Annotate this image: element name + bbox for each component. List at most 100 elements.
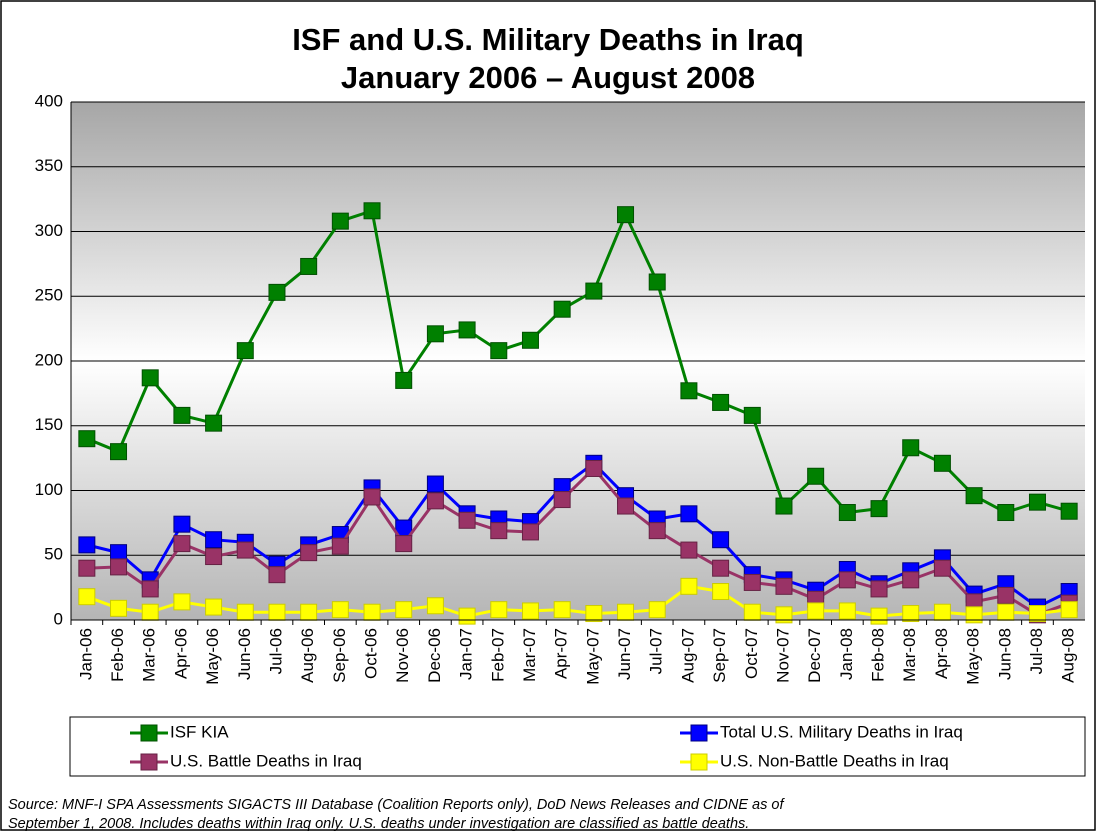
data-point [268,283,286,301]
legend-label: ISF KIA [170,722,229,741]
data-point [775,577,793,595]
x-tick-label: Mar-08 [900,628,919,682]
x-tick-label: Dec-06 [425,628,444,683]
data-point [78,588,96,606]
data-point [712,583,730,601]
data-point [743,603,761,621]
y-tick-label: 300 [35,221,63,240]
y-tick-label: 50 [44,545,63,564]
x-tick-label: Apr-08 [932,628,951,679]
x-tick-label: Nov-07 [773,628,792,683]
data-point [110,443,128,461]
x-tick-label: Oct-06 [362,628,381,679]
x-tick-label: May-07 [583,628,602,685]
data-point [173,515,191,533]
data-point [648,273,666,291]
data-point [807,602,825,620]
x-tick-label: Aug-07 [678,628,697,683]
x-tick-label: Nov-06 [393,628,412,683]
y-tick-label: 250 [35,286,63,305]
data-point [521,523,539,541]
data-point [553,491,571,509]
x-tick-label: Jun-07 [615,628,634,680]
legend-label: U.S. Battle Deaths in Iraq [170,751,362,770]
x-tick-label: Mar-06 [140,628,159,682]
data-point [712,559,730,577]
data-point [205,531,223,549]
data-point [78,559,96,577]
x-tick-label: Oct-07 [742,628,761,679]
data-point [743,406,761,424]
data-point [870,580,888,598]
data-point [902,605,920,623]
x-tick-label: May-08 [964,628,983,685]
data-point [743,573,761,591]
x-tick-label: Jul-06 [266,628,285,674]
x-tick-label: Sep-07 [710,628,729,683]
data-point [300,544,318,562]
data-point [173,406,191,424]
x-tick-label: Jul-08 [1027,628,1046,674]
data-point [807,467,825,485]
legend-marker [690,753,708,771]
source-note: September 1, 2008. Includes deaths withi… [8,816,749,831]
data-point [521,331,539,349]
x-tick-label: Dec-07 [805,628,824,683]
data-point [205,548,223,566]
data-point [965,487,983,505]
data-point [236,603,254,621]
y-tick-label: 200 [35,350,63,369]
x-tick-label: Jan-08 [837,628,856,680]
data-point [363,603,381,621]
data-point [997,504,1015,522]
data-point [870,607,888,625]
data-point [331,212,349,230]
data-point [173,593,191,611]
data-point [933,603,951,621]
data-point [110,599,128,617]
series-line [86,208,1070,515]
x-tick-label: May-06 [203,628,222,685]
data-point [110,558,128,576]
data-point [521,602,539,620]
legend-label: U.S. Non-Battle Deaths in Iraq [720,751,949,770]
data-point [712,393,730,411]
data-point [458,321,476,339]
data-point [490,342,508,360]
data-point [426,492,444,510]
data-point [1060,601,1078,619]
data-point [933,454,951,472]
data-point [141,603,159,621]
legend-marker [140,753,158,771]
x-tick-label: Jan-07 [457,628,476,680]
data-point [553,601,571,619]
data-point [1028,605,1046,623]
data-point [236,342,254,360]
y-tick-label: 100 [35,480,63,499]
y-tick-label: 350 [35,156,63,175]
x-tick-label: Aug-06 [298,628,317,683]
data-point [838,571,856,589]
data-point [933,559,951,577]
x-tick-label: Feb-07 [488,628,507,682]
data-point [775,606,793,624]
chart-title: ISF and U.S. Military Deaths in Iraq [292,22,804,57]
data-point [300,257,318,275]
data-point [395,371,413,389]
data-point [997,586,1015,604]
x-tick-label: Jul-07 [647,628,666,674]
data-point [775,497,793,515]
data-point [997,603,1015,621]
data-point [838,602,856,620]
data-point [617,603,635,621]
data-point [268,566,286,584]
data-point [458,607,476,625]
data-point [205,598,223,616]
data-point [902,571,920,589]
data-point [585,605,603,623]
legend-marker [140,724,158,742]
chart-subtitle: January 2006 – August 2008 [341,60,755,95]
data-point [553,300,571,318]
x-tick-label: Jun-06 [235,628,254,680]
